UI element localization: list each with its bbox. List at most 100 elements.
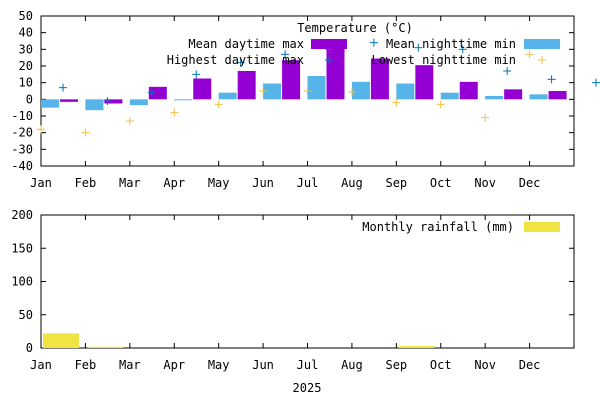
temp-x-tick-label: Oct <box>430 176 452 190</box>
point-highest-daytime-max <box>414 43 423 52</box>
bar-mean-daytime-max <box>60 99 78 102</box>
temp-x-tick-label: Mar <box>119 176 141 190</box>
x-axis-label: 2025 <box>293 381 322 395</box>
bar-mean-nighttime-min <box>218 92 237 100</box>
temp-x-tick-label: Aug <box>341 176 363 190</box>
point-lowest-nighttime-min <box>259 87 268 95</box>
bar-mean-nighttime-min <box>440 92 459 100</box>
point-highest-daytime-max <box>59 83 67 92</box>
bar-mean-daytime-max <box>548 91 567 100</box>
legend-marker-lowest-nighttime-min <box>538 56 546 64</box>
legend-label-monthly-rainfall: Monthly rainfall (mm) <box>362 220 514 234</box>
rain-y-tick-label: 50 <box>19 308 33 322</box>
rain-y-tick-label: 100 <box>11 275 33 289</box>
bar-mean-daytime-max <box>104 99 123 104</box>
bar-mean-daytime-max <box>282 60 301 100</box>
point-highest-daytime-max <box>281 50 290 59</box>
bar-mean-nighttime-min <box>307 76 326 100</box>
temp-y-tick-label: -40 <box>11 159 33 173</box>
point-highest-daytime-max <box>103 97 112 105</box>
bar-mean-daytime-max <box>148 86 167 100</box>
temp-x-tick-label: May <box>208 176 230 190</box>
temp-y-tick-label: 50 <box>19 9 33 23</box>
rain-plot-frame <box>40 214 575 349</box>
rain-x-tick-label: Apr <box>163 358 185 372</box>
legend-label-mean-nighttime-min: Mean nighttime min <box>386 37 516 51</box>
point-highest-daytime-max <box>503 67 512 75</box>
point-highest-daytime-max <box>592 78 600 87</box>
temp-x-tick-label: Nov <box>474 176 496 190</box>
temp-x-tick-label: Jul <box>297 176 319 190</box>
point-lowest-nighttime-min <box>37 125 45 134</box>
rain-x-tick-label: Jun <box>252 358 274 372</box>
rain-x-tick-label: Jan <box>30 358 52 372</box>
rain-y-tick-label: 200 <box>11 208 33 222</box>
bar-monthly-rainfall <box>43 333 79 348</box>
temp-y-tick-label: 10 <box>19 76 33 90</box>
temp-x-tick-label: Dec <box>519 176 541 190</box>
bar-mean-nighttime-min <box>41 99 59 108</box>
rain-x-tick-label: Dec <box>519 358 541 372</box>
temp-legend-title: Temperature (°C) <box>297 21 413 35</box>
bar-mean-nighttime-min <box>529 94 548 100</box>
temp-x-tick-label: Feb <box>75 176 97 190</box>
point-lowest-nighttime-min <box>525 50 534 59</box>
rain-x-tick-label: Nov <box>474 358 496 372</box>
legend-label-lowest-nighttime-min: Lowest nighttime min <box>372 53 517 67</box>
point-highest-daytime-max <box>547 75 556 84</box>
point-highest-daytime-max <box>192 70 201 79</box>
bar-monthly-rainfall <box>398 346 435 348</box>
point-lowest-nighttime-min <box>436 100 445 109</box>
bar-mean-daytime-max <box>459 81 478 100</box>
bar-mean-daytime-max <box>326 46 345 100</box>
legend-label-highest-daytime-max: Highest daytime max <box>167 53 304 67</box>
temp-x-tick-label: Jan <box>30 176 52 190</box>
bar-mean-nighttime-min <box>85 99 104 111</box>
rain-x-tick-label: Feb <box>75 358 97 372</box>
bar-monthly-rainfall <box>87 346 124 348</box>
bar-mean-daytime-max <box>504 89 523 100</box>
legend-marker-highest-daytime-max <box>325 56 333 64</box>
point-highest-daytime-max <box>369 38 378 47</box>
temp-y-tick-label: -10 <box>11 109 33 123</box>
temp-y-tick-label: 30 <box>19 42 33 56</box>
bar-mean-nighttime-min <box>351 81 370 100</box>
point-lowest-nighttime-min <box>125 117 134 125</box>
bar-mean-daytime-max <box>370 58 389 100</box>
rain-y-tick-label: 0 <box>26 341 33 355</box>
rain-x-tick-label: Jul <box>297 358 319 372</box>
bar-mean-nighttime-min <box>396 83 415 100</box>
bar-mean-nighttime-min <box>174 99 193 101</box>
bar-mean-daytime-max <box>237 71 256 100</box>
temp-y-tick-label: 20 <box>19 59 33 73</box>
point-highest-daytime-max <box>236 58 245 67</box>
temp-y-tick-label: 40 <box>19 26 33 40</box>
point-lowest-nighttime-min <box>347 87 356 96</box>
rain-y-tick-label: 150 <box>11 241 33 255</box>
legend-swatch-mean-nighttime-min <box>524 39 560 49</box>
legend-swatch-monthly-rainfall <box>524 222 560 232</box>
point-lowest-nighttime-min <box>392 98 401 107</box>
point-lowest-nighttime-min <box>81 128 90 137</box>
bar-mean-nighttime-min <box>263 83 282 100</box>
legend-label-mean-daytime-max: Mean daytime max <box>188 37 304 51</box>
point-highest-daytime-max <box>147 88 156 97</box>
rain-x-tick-label: Mar <box>119 358 141 372</box>
legend-swatch-mean-daytime-max <box>311 39 347 49</box>
rain-x-tick-label: May <box>208 358 230 372</box>
temp-y-tick-label: -30 <box>11 142 33 156</box>
point-lowest-nighttime-min <box>214 100 223 109</box>
bar-mean-nighttime-min <box>129 99 148 106</box>
bar-mean-nighttime-min <box>485 96 504 100</box>
temp-x-tick-label: Sep <box>385 176 407 190</box>
point-lowest-nighttime-min <box>170 108 179 117</box>
point-lowest-nighttime-min <box>303 87 312 95</box>
rain-x-tick-label: Aug <box>341 358 363 372</box>
temp-y-tick-label: 0 <box>26 92 33 106</box>
rain-x-tick-label: Sep <box>385 358 407 372</box>
point-highest-daytime-max <box>458 45 467 54</box>
temp-y-tick-label: -20 <box>11 126 33 140</box>
bar-mean-daytime-max <box>415 65 434 100</box>
point-lowest-nighttime-min <box>481 113 490 122</box>
